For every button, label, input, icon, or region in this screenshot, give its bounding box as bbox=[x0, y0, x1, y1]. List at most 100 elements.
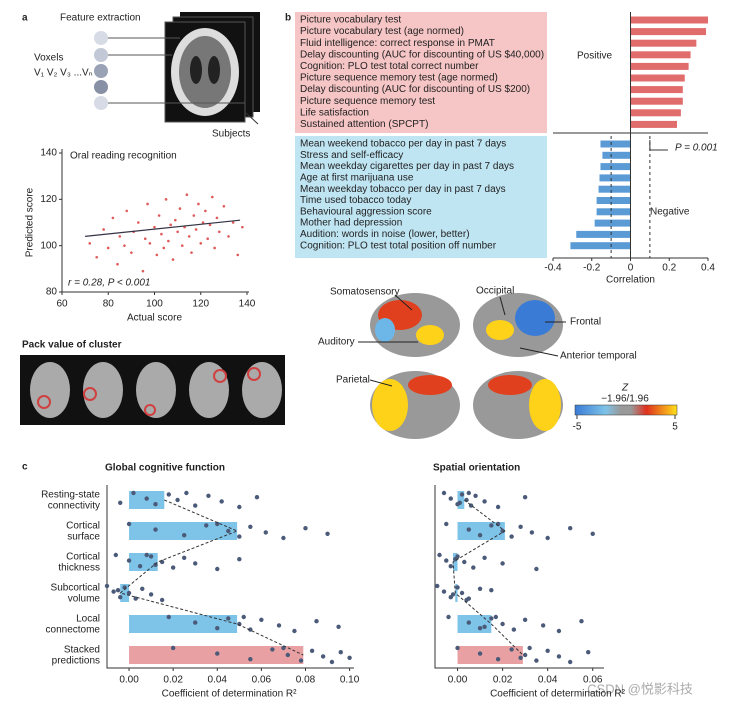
point bbox=[477, 651, 483, 656]
point bbox=[126, 521, 132, 527]
category-label: Fluid intelligence: correct response in … bbox=[300, 38, 495, 49]
x-tick-label: 0.02 bbox=[163, 675, 183, 686]
x-tick-label: 120 bbox=[192, 299, 209, 310]
point bbox=[482, 499, 487, 504]
point bbox=[215, 626, 220, 631]
point bbox=[522, 652, 528, 658]
category-label: Subcortical bbox=[51, 583, 100, 594]
point bbox=[590, 531, 595, 536]
point bbox=[208, 223, 212, 227]
point bbox=[448, 564, 453, 569]
point bbox=[118, 235, 122, 238]
y-axis-label: Predicted score bbox=[25, 187, 36, 257]
positive-band bbox=[295, 12, 547, 133]
category-label: surface bbox=[67, 532, 100, 543]
point bbox=[226, 616, 231, 621]
point bbox=[88, 242, 92, 245]
point bbox=[143, 237, 147, 241]
point bbox=[116, 262, 119, 266]
voxel-series: V₁ V₂ V₃ ...Vₙ bbox=[34, 68, 93, 79]
point bbox=[489, 523, 494, 528]
point bbox=[206, 493, 211, 498]
region-label: Frontal bbox=[570, 317, 601, 328]
point bbox=[144, 496, 149, 501]
point bbox=[106, 246, 110, 250]
point bbox=[471, 565, 476, 570]
bar bbox=[630, 28, 707, 36]
point bbox=[123, 244, 126, 247]
point bbox=[215, 566, 220, 572]
bar bbox=[453, 553, 458, 571]
point bbox=[231, 221, 235, 224]
x-axis-label: Coefficient of determination R² bbox=[490, 689, 626, 700]
category-label: Mean weekday cigarettes per day in past … bbox=[300, 161, 514, 172]
category-label: connectivity bbox=[48, 501, 100, 512]
point bbox=[111, 589, 116, 594]
point bbox=[259, 617, 264, 622]
point bbox=[448, 496, 453, 501]
point bbox=[193, 561, 198, 566]
point bbox=[118, 595, 123, 600]
point bbox=[215, 521, 220, 527]
axes bbox=[434, 485, 604, 669]
point bbox=[477, 533, 483, 538]
x-tick-label: 0.02 bbox=[493, 675, 513, 686]
point bbox=[314, 619, 319, 624]
point bbox=[141, 269, 145, 273]
fit-line bbox=[85, 219, 241, 237]
category-label: connectome bbox=[46, 625, 101, 636]
bar bbox=[596, 208, 631, 216]
point bbox=[171, 258, 175, 261]
point bbox=[441, 490, 447, 496]
bar bbox=[594, 219, 631, 227]
bar bbox=[600, 140, 631, 148]
p-bracket bbox=[649, 140, 668, 151]
point bbox=[500, 621, 505, 627]
x-tick-label: 80 bbox=[103, 299, 115, 310]
x-tick-label: -0.4 bbox=[544, 263, 562, 274]
point bbox=[175, 497, 180, 503]
point bbox=[482, 624, 487, 629]
point bbox=[263, 530, 268, 535]
bar bbox=[596, 197, 631, 204]
category-label: Picture vocabulary test bbox=[300, 15, 401, 26]
point bbox=[193, 503, 198, 508]
point bbox=[193, 620, 198, 625]
category-label: Mean weekday tobacco per day in past 7 d… bbox=[300, 184, 506, 195]
category-label: Age at first marijuana use bbox=[300, 173, 414, 184]
point bbox=[137, 221, 140, 224]
point bbox=[241, 225, 244, 229]
bar bbox=[630, 74, 685, 82]
point bbox=[522, 495, 528, 500]
point bbox=[248, 524, 253, 529]
voxels-label: Voxels bbox=[34, 53, 63, 64]
point bbox=[237, 557, 242, 562]
bar bbox=[630, 62, 689, 70]
point bbox=[459, 590, 465, 596]
brain-slices bbox=[108, 12, 260, 125]
y-tick-label: 140 bbox=[40, 148, 57, 159]
tick-label: -5 bbox=[573, 422, 582, 433]
category-label: Mother had depression bbox=[300, 218, 402, 229]
point bbox=[178, 207, 182, 210]
x-tick-label: 0.06 bbox=[252, 675, 272, 686]
point bbox=[534, 566, 539, 572]
cluster-brains bbox=[20, 355, 285, 425]
point bbox=[495, 657, 501, 662]
bar bbox=[630, 86, 683, 94]
bar bbox=[570, 242, 631, 250]
point bbox=[159, 597, 165, 603]
bar bbox=[129, 615, 238, 633]
y-tick-label: 100 bbox=[40, 240, 57, 251]
point bbox=[125, 209, 129, 213]
tick-label: 5 bbox=[672, 422, 678, 433]
point bbox=[586, 650, 591, 655]
point bbox=[444, 521, 449, 527]
point bbox=[126, 590, 132, 596]
point bbox=[477, 626, 483, 631]
point bbox=[148, 554, 154, 559]
bar bbox=[630, 51, 691, 59]
point bbox=[184, 490, 189, 496]
point bbox=[206, 237, 209, 241]
